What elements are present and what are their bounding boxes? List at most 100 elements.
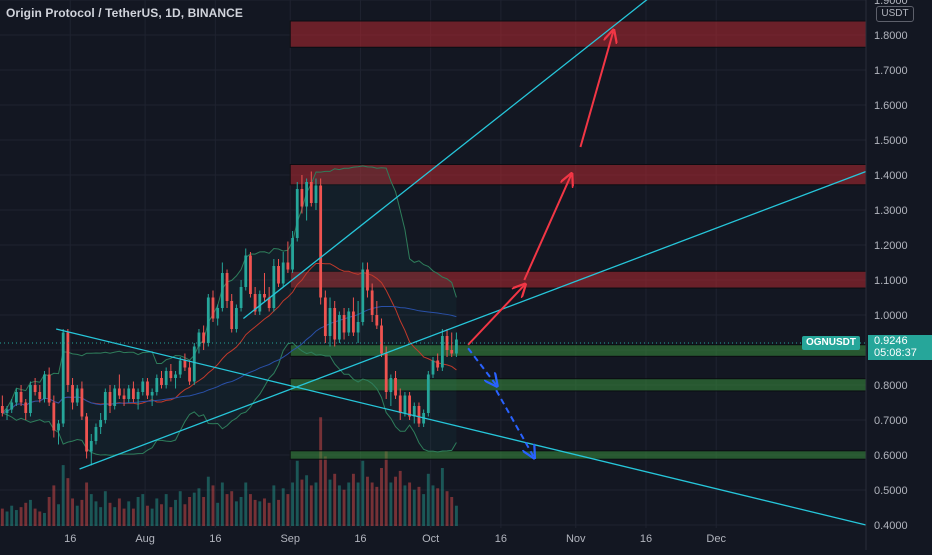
- candle: [244, 248, 248, 291]
- volume-bar: [333, 473, 337, 526]
- volume-bar: [403, 485, 407, 526]
- candle: [169, 364, 173, 382]
- candle: [174, 371, 177, 389]
- volume-bar: [309, 485, 313, 526]
- candle-body: [309, 182, 313, 203]
- volume-bar: [108, 502, 112, 526]
- volume-bar: [225, 494, 229, 526]
- volume-bar: [61, 465, 65, 526]
- candle-body: [192, 346, 196, 382]
- candle: [211, 290, 215, 322]
- volume-bar: [263, 498, 266, 526]
- candle-body: [417, 406, 421, 424]
- candle: [431, 357, 435, 378]
- price-axis-panel[interactable]: [866, 0, 932, 550]
- x-tick-label: 16: [209, 533, 221, 545]
- candle: [356, 301, 360, 343]
- candle-body: [61, 332, 65, 424]
- candle-body: [380, 325, 383, 354]
- candle-body: [127, 388, 131, 399]
- candle: [19, 385, 23, 406]
- volume-bar: [239, 497, 243, 526]
- candle-body: [225, 273, 229, 301]
- candle: [403, 392, 407, 417]
- candle-body: [230, 301, 234, 329]
- volume-bar: [253, 499, 257, 526]
- candle: [445, 329, 449, 357]
- candle-body: [267, 297, 271, 308]
- volume-bar: [431, 485, 435, 526]
- candle-body: [141, 381, 145, 392]
- volume-bar: [216, 502, 220, 526]
- candle-body: [0, 406, 4, 413]
- price-axis[interactable]: 1.9000 1.8000 1.7000 1.6000 1.5000 1.4000 1.30…: [874, 0, 908, 532]
- candle-body: [375, 315, 379, 326]
- candle: [239, 280, 243, 312]
- candle-body: [132, 388, 135, 399]
- candle-body: [117, 388, 121, 396]
- y-tick-label: 1.2000: [874, 240, 908, 252]
- volume-bar: [85, 482, 89, 526]
- candle: [29, 381, 32, 417]
- candle: [103, 388, 107, 424]
- candle-body: [10, 402, 14, 410]
- volume-bar: [380, 468, 383, 526]
- candle: [14, 388, 18, 406]
- candle-body: [174, 374, 177, 378]
- candle-body: [300, 189, 304, 207]
- volume-bar: [183, 504, 187, 526]
- volume-bar: [220, 482, 224, 526]
- candle: [389, 374, 393, 406]
- candle: [117, 374, 121, 399]
- candle-body: [75, 388, 79, 403]
- candle-body: [33, 385, 37, 392]
- volume-bar: [384, 450, 388, 526]
- candle-body: [370, 290, 374, 315]
- volume-bar: [244, 482, 248, 526]
- candle-body: [314, 185, 318, 203]
- candle-body: [80, 388, 84, 417]
- candle-body: [43, 374, 46, 399]
- time-axis[interactable]: 16 Aug 16 Sep 16 Oct 16 Nov 16 Dec: [64, 533, 726, 545]
- candle: [0, 395, 4, 417]
- resistance-zone: [289, 20, 867, 48]
- candle: [253, 287, 257, 315]
- x-tick-label: Oct: [422, 533, 439, 545]
- candle: [328, 297, 332, 347]
- volume-bar: [450, 497, 454, 526]
- candle: [394, 371, 397, 399]
- volume-bar: [131, 508, 135, 526]
- y-tick-label: 1.7000: [874, 65, 908, 77]
- candle: [99, 413, 103, 434]
- candle-body: [234, 308, 238, 329]
- volume-bar: [52, 485, 56, 526]
- volume-bar: [33, 508, 37, 526]
- volume-bar: [66, 478, 70, 526]
- candle-body: [389, 378, 393, 392]
- volume-bar: [174, 499, 177, 526]
- trendlines[interactable]: [56, 0, 867, 526]
- projection-arrows[interactable]: [467, 32, 613, 457]
- candle-body: [38, 392, 42, 399]
- candle-body: [286, 262, 290, 270]
- volume-bar: [178, 491, 182, 526]
- currency-tag[interactable]: USDT: [876, 6, 914, 22]
- y-tick-label: 1.5000: [874, 135, 908, 147]
- y-tick-label: 1.0000: [874, 310, 908, 322]
- volume-bar: [351, 473, 355, 526]
- candle: [230, 294, 234, 333]
- x-tick-label: 16: [354, 533, 366, 545]
- volume-bar: [426, 473, 430, 526]
- volume-bar: [356, 482, 360, 526]
- candle: [352, 297, 355, 336]
- candle: [141, 378, 145, 396]
- volume-bar: [328, 479, 332, 526]
- volume-bar: [319, 417, 323, 526]
- candle-body: [352, 311, 355, 333]
- candle-body: [202, 332, 206, 343]
- volume-bar: [305, 475, 309, 526]
- candle-body: [113, 388, 117, 406]
- candle: [347, 308, 351, 336]
